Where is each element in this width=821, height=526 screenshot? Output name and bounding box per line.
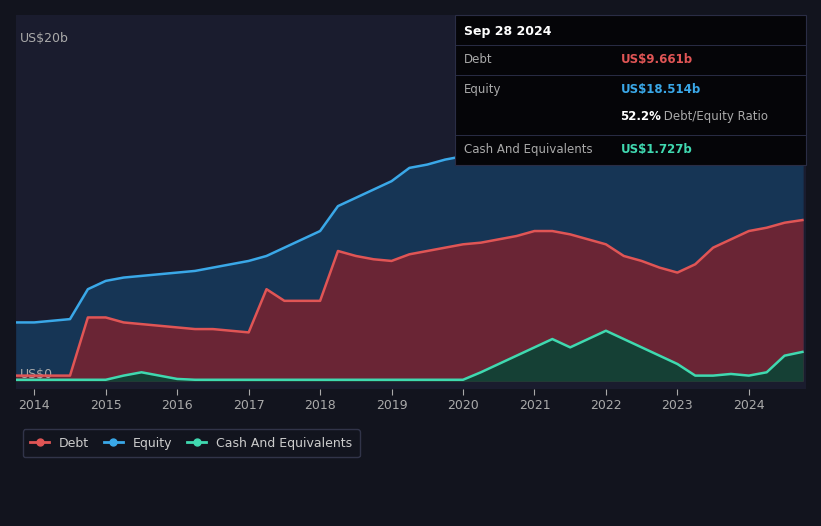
Text: US$9.661b: US$9.661b xyxy=(621,53,693,66)
Text: US$1.727b: US$1.727b xyxy=(621,143,692,156)
Text: Cash And Equivalents: Cash And Equivalents xyxy=(464,143,593,156)
Legend: Debt, Equity, Cash And Equivalents: Debt, Equity, Cash And Equivalents xyxy=(23,429,360,458)
FancyBboxPatch shape xyxy=(455,15,806,165)
Text: Sep 28 2024: Sep 28 2024 xyxy=(464,25,552,38)
Text: US$0: US$0 xyxy=(21,368,53,381)
Text: 52.2%: 52.2% xyxy=(621,110,662,123)
Text: Equity: Equity xyxy=(464,83,502,96)
Text: US$20b: US$20b xyxy=(21,32,69,45)
Text: Debt/Equity Ratio: Debt/Equity Ratio xyxy=(660,110,768,123)
Text: Debt: Debt xyxy=(464,53,493,66)
Text: US$18.514b: US$18.514b xyxy=(621,83,700,96)
